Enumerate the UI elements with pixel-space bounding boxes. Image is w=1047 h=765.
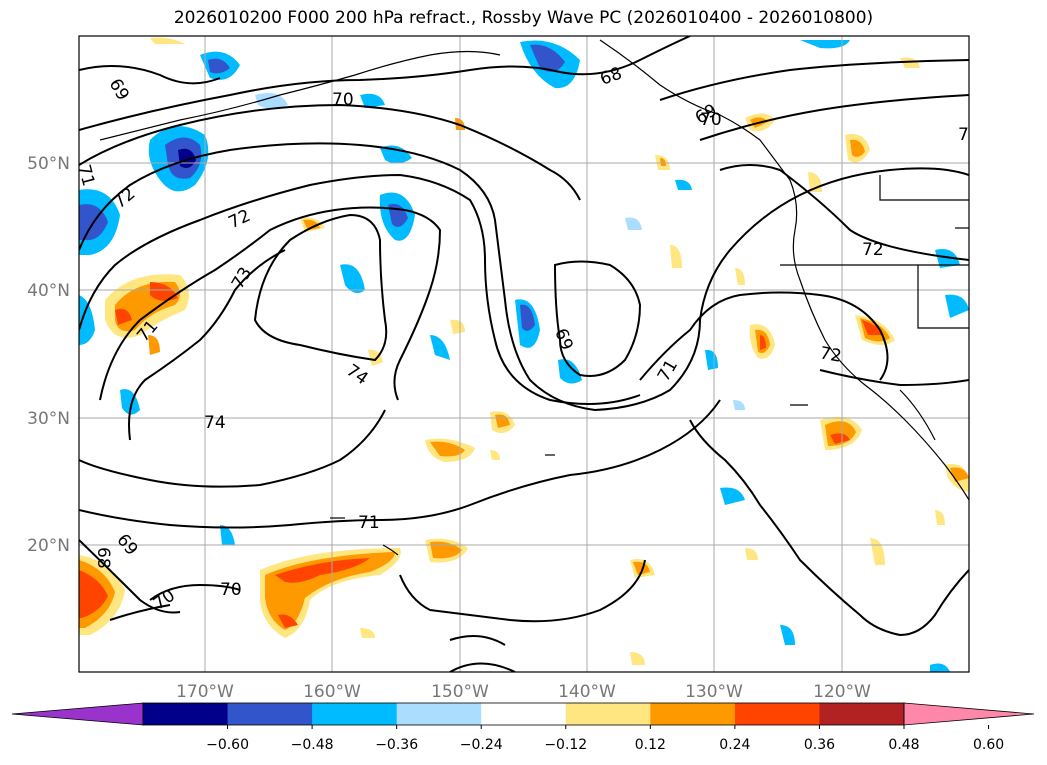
contour-label: 71 <box>358 513 380 533</box>
colorbar-tick-label: −0.60 <box>206 737 249 753</box>
lat-label-40n: 40°N <box>27 281 70 301</box>
longitude-labels: 170°W 160°W 150°W 140°W 130°W 120°W <box>176 682 871 702</box>
contour-label: 74 <box>204 413 226 433</box>
colorbar-segment <box>396 703 482 725</box>
colorbar-segment <box>227 703 313 725</box>
colorbar-segment <box>650 703 736 725</box>
colorbar-extend-low <box>11 702 144 726</box>
colorbar-ticks: −0.60 −0.48 −0.36 −0.24 −0.12 0.12 0.24 0.36 0.4… <box>206 725 1004 753</box>
colorbar-segment <box>819 703 905 725</box>
colorbar-extend-high <box>903 702 1035 726</box>
contour-lines <box>79 36 969 672</box>
colorbar-tick-label: 0.12 <box>635 737 666 753</box>
lon-label-170w: 170°W <box>176 682 234 702</box>
contour-label: 70 <box>332 90 354 110</box>
graticule <box>79 36 969 672</box>
contour-label: 7 <box>958 125 969 145</box>
contour-label: 71 <box>73 162 98 188</box>
colorbar-segment <box>312 703 398 725</box>
latitude-labels: 50°N 40°N 30°N 20°N <box>27 154 70 556</box>
lon-label-140w: 140°W <box>558 682 616 702</box>
colorbar-segment <box>481 703 567 725</box>
contour-label: 72 <box>862 240 884 260</box>
lat-label-30n: 30°N <box>27 409 70 429</box>
contour-label: 68 <box>93 547 113 569</box>
colorbar-tick-label: 0.48 <box>888 737 919 753</box>
colorbar-tick-label: −0.24 <box>460 737 503 753</box>
contour-label: 70 <box>700 110 722 130</box>
lon-label-120w: 120°W <box>813 682 871 702</box>
colorbar-segment <box>143 703 229 725</box>
colorbar-frame <box>142 702 905 726</box>
colorbar-tick-label: 0.60 <box>973 737 1004 753</box>
lon-label-130w: 130°W <box>685 682 743 702</box>
colorbar: −0.60 −0.48 −0.36 −0.24 −0.12 0.12 0.24 0.36 0.4… <box>11 702 1035 753</box>
colorbar-segment <box>565 703 651 725</box>
colorbar-tick-label: 0.24 <box>719 737 750 753</box>
lat-label-20n: 20°N <box>27 536 70 556</box>
colorbar-tick-label: −0.12 <box>544 737 587 753</box>
lat-label-50n: 50°N <box>27 154 70 174</box>
colorbar-segment <box>734 703 820 725</box>
colorbar-segments <box>143 703 905 725</box>
coastlines <box>99 39 969 556</box>
lon-label-150w: 150°W <box>431 682 489 702</box>
colorbar-tick-label: 0.36 <box>804 737 835 753</box>
colorbar-tick-label: −0.48 <box>291 737 334 753</box>
colorbar-tick-label: −0.36 <box>375 737 418 753</box>
plot-frame <box>78 35 970 673</box>
lon-label-160w: 160°W <box>303 682 361 702</box>
contour-label: 70 <box>220 580 242 600</box>
plot-area <box>79 36 969 672</box>
contour-label: 72 <box>818 343 843 366</box>
orange-anomaly <box>79 37 969 665</box>
map-title: 2026010200 F000 200 hPa refract., Rossby… <box>173 8 874 28</box>
